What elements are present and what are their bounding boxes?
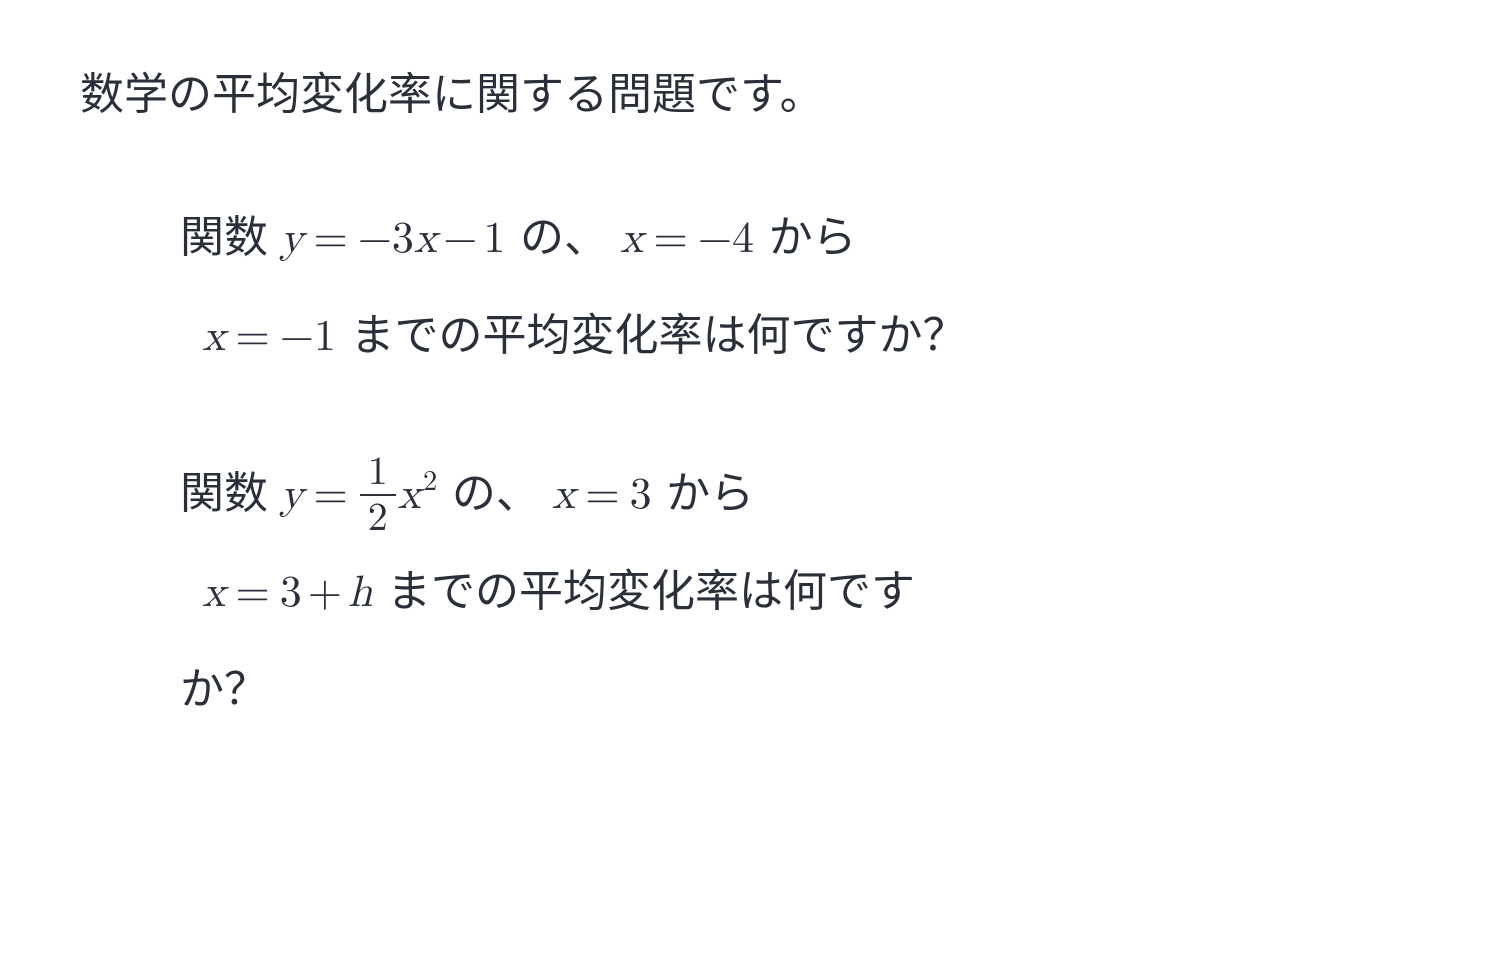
- var-x: x: [414, 217, 437, 261]
- p2-eq3: x=3+h: [202, 571, 387, 615]
- p2-text-1: 関数: [180, 469, 280, 518]
- p2-eq1: y=12x2: [280, 473, 452, 517]
- var-x: x: [620, 217, 643, 261]
- p2-eq2: x=3: [552, 473, 666, 517]
- p1-eq2: x=−4: [620, 217, 768, 261]
- p1-text-2: の、: [520, 213, 620, 262]
- p2-text-4: までの平均変化率は何です: [387, 567, 915, 616]
- var-y: y: [280, 217, 303, 261]
- const: 1: [483, 217, 505, 261]
- fraction-half: 12: [360, 450, 396, 540]
- var-x: x: [202, 315, 225, 359]
- var-y: y: [280, 473, 303, 517]
- plus-op: +: [302, 571, 348, 615]
- minus-op: −: [437, 217, 483, 261]
- page: 数学の平均変化率に関する問題です。 関数 y=−3x−1 の、 x=−4 から …: [0, 0, 1500, 858]
- var-x: x: [398, 473, 421, 517]
- var-x: x: [552, 473, 575, 517]
- p2-text-3: から: [666, 469, 754, 518]
- p1-eq1: y=−3x−1: [280, 217, 520, 261]
- p1-eq3: x=−1: [202, 315, 350, 359]
- val: −4: [698, 217, 754, 261]
- base: 3: [280, 571, 302, 615]
- frac-den: 2: [360, 496, 396, 540]
- p1-text-4: までの平均変化率は何ですか？: [351, 311, 967, 360]
- p2-text-5: か？: [180, 665, 268, 714]
- p1-text-3: から: [769, 213, 857, 262]
- problem-2: 関数 y=12x2 の、 x=3 から x=3+h までの平均変化率は何です か…: [180, 446, 1420, 738]
- p1-text-1: 関数: [180, 213, 280, 262]
- var-x: x: [202, 571, 225, 615]
- problem-1: 関数 y=−3x−1 の、 x=−4 から x=−1 までの平均変化率は何ですか…: [180, 190, 1420, 386]
- p2-text-2: の、: [452, 469, 552, 518]
- frac-num: 1: [360, 450, 396, 496]
- val: −1: [280, 315, 336, 359]
- coef: −3: [358, 217, 414, 261]
- val: 3: [630, 473, 652, 517]
- var-h: h: [348, 571, 372, 615]
- exponent: 2: [423, 467, 437, 496]
- intro-text: 数学の平均変化率に関する問題です。: [80, 60, 1420, 130]
